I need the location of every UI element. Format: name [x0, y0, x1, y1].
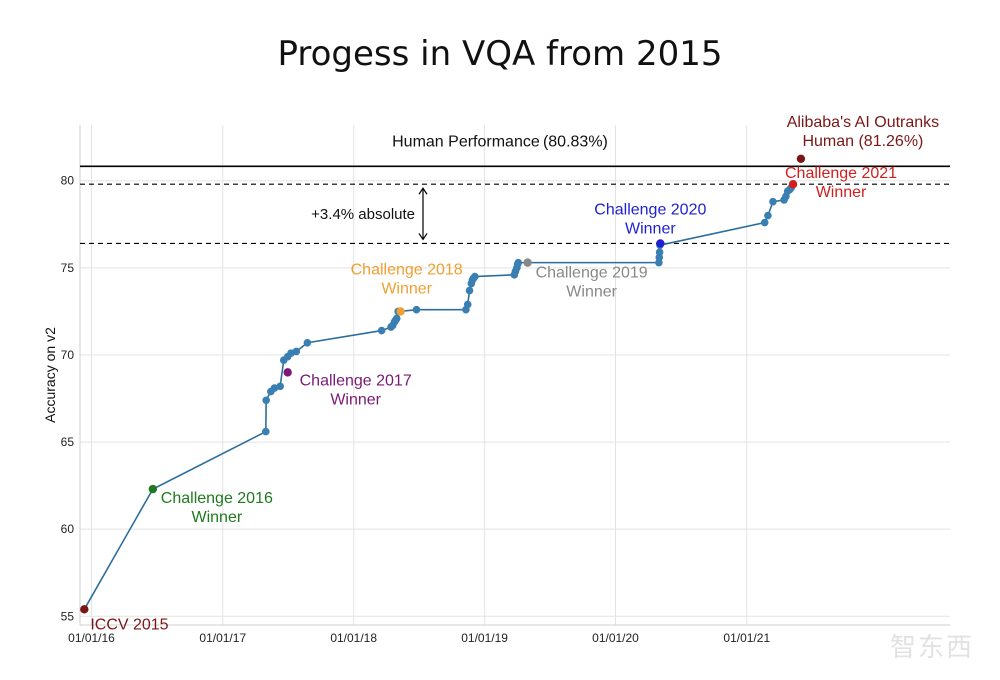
challenge-2020-label: Winner: [625, 220, 676, 237]
challenge-2019-label: Winner: [566, 284, 617, 301]
data-point: [465, 286, 474, 295]
challenge-2018-point: [396, 307, 405, 316]
y-tick-label: 75: [61, 261, 75, 275]
series-line: [83, 187, 792, 610]
alibaba-label: Alibaba's AI Outranks: [787, 114, 939, 131]
iccv-2015-point: [80, 605, 89, 614]
data-point: [377, 326, 386, 335]
challenge-2017-label: Winner: [330, 391, 381, 408]
data-point: [276, 382, 284, 391]
y-axis-label: Accuracy on v2: [42, 327, 58, 423]
data-point: [412, 305, 421, 314]
gap-annotation-label: +3.4% absolute: [311, 206, 415, 223]
data-point: [262, 396, 270, 405]
y-tick-label: 80: [61, 174, 75, 188]
challenge-2017-label: Challenge 2017: [300, 372, 412, 389]
data-point: [769, 197, 777, 206]
challenge-2020-label: Challenge 2020: [594, 201, 706, 218]
y-tick-label: 55: [61, 609, 75, 623]
data-point: [760, 218, 769, 227]
y-tick-label: 65: [61, 435, 75, 449]
data-point: [303, 338, 312, 347]
challenge-2018-label: Winner: [381, 280, 432, 297]
iccv-2015-label: ICCV 2015: [90, 616, 168, 633]
data-point: [262, 427, 270, 436]
challenge-2018-label: Challenge 2018: [351, 261, 463, 278]
challenge-2016-label: Winner: [191, 509, 242, 526]
x-tick-label: 01/01/21: [723, 631, 770, 645]
data-point: [471, 272, 479, 281]
data-point: [764, 211, 772, 220]
data-point: [292, 347, 301, 356]
x-tick-label: 01/01/18: [330, 631, 377, 645]
challenge-2016-label: Challenge 2016: [161, 490, 273, 507]
alibaba-label: Human (81.26%): [802, 133, 923, 150]
human-performance-label: Human Performance (80.83%): [392, 133, 608, 150]
data-point: [392, 314, 401, 323]
chart-title: Progess in VQA from 2015: [277, 34, 723, 74]
x-tick-label: 01/01/16: [68, 631, 115, 645]
y-tick-label: 70: [61, 348, 75, 362]
challenge-2019-label: Challenge 2019: [536, 265, 648, 282]
watermark-logo: 智东西: [889, 633, 974, 663]
x-tick-label: 01/01/19: [461, 631, 508, 645]
data-point: [463, 300, 472, 309]
data-point: [270, 384, 279, 392]
challenge-2021-label: Winner: [816, 184, 867, 201]
challenge-2021-label: Challenge 2021: [785, 165, 897, 182]
data-point: [514, 258, 523, 267]
y-tick-label: 60: [61, 522, 75, 536]
gap-arrow-head-down: [418, 233, 428, 241]
alibaba-point: [796, 154, 806, 163]
data-point: [655, 248, 664, 256]
gap-arrow-head-up: [418, 187, 428, 195]
challenge-2020-point: [656, 239, 665, 248]
x-tick-label: 01/01/20: [592, 631, 639, 645]
x-tick-label: 01/01/17: [199, 631, 246, 645]
challenge-2016-point: [148, 484, 158, 494]
challenge-2021-point: [788, 180, 798, 189]
challenge-2017-point: [283, 368, 292, 377]
challenge-2019-point: [523, 258, 532, 267]
